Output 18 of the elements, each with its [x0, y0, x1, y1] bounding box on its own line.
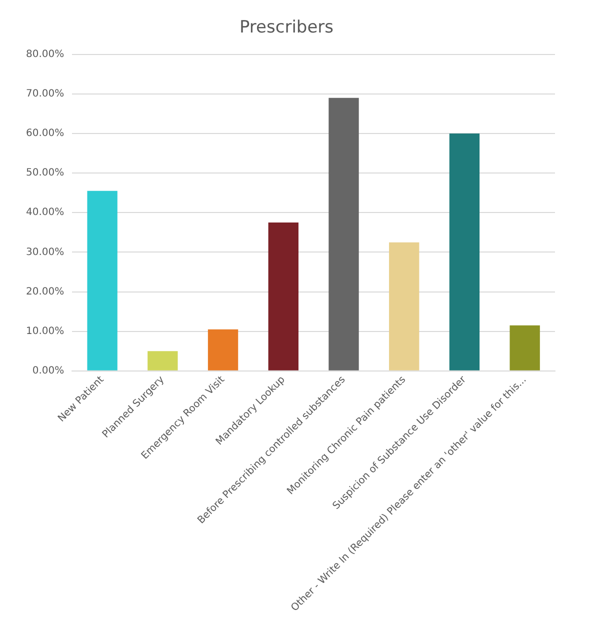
bar	[510, 325, 540, 370]
bar	[328, 98, 359, 370]
y-tick-label: 70.00%	[26, 88, 64, 100]
bar	[449, 134, 480, 370]
y-tick-label: 60.00%	[26, 128, 64, 140]
y-tick-label: 80.00%	[26, 48, 64, 60]
y-tick-label: 10.00%	[26, 326, 64, 337]
y-tick-label: 0.00%	[32, 366, 64, 376]
bar	[268, 222, 298, 370]
y-tick-label: 20.00%	[26, 286, 64, 298]
bar	[389, 242, 420, 370]
bar	[87, 190, 118, 370]
y-tick-label: 50.00%	[26, 168, 64, 179]
y-tick-label: 30.00%	[26, 246, 64, 258]
bar	[208, 329, 238, 370]
chart-title: Prescribers	[239, 18, 334, 38]
bar	[148, 351, 178, 370]
y-tick-label: 40.00%	[26, 207, 64, 218]
